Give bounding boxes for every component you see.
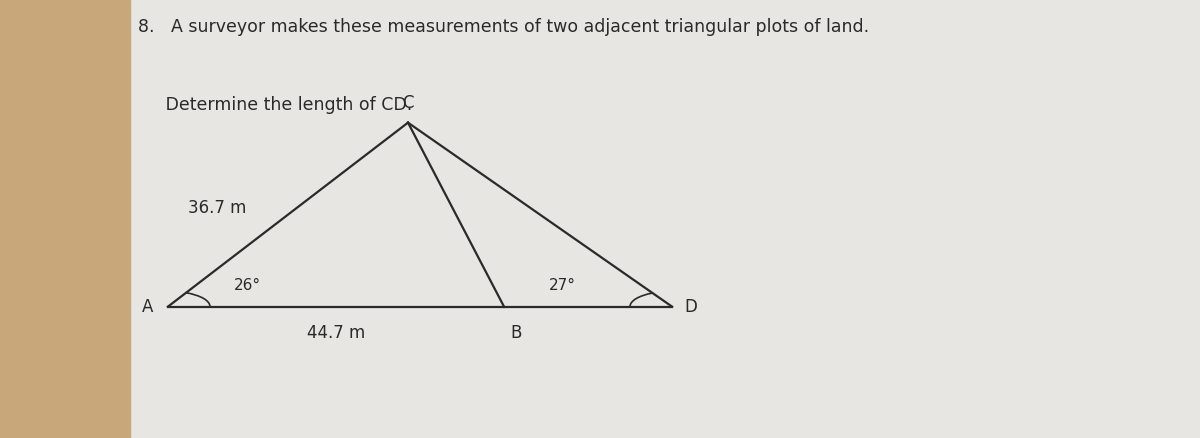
Text: B: B	[510, 324, 521, 342]
Text: C: C	[402, 94, 414, 112]
Text: D: D	[684, 297, 697, 316]
Text: Determine the length of CD.: Determine the length of CD.	[138, 96, 413, 114]
Text: 27°: 27°	[550, 279, 576, 293]
Text: 8.   A surveyor makes these measurements of two adjacent triangular plots of lan: 8. A surveyor makes these measurements o…	[138, 18, 869, 35]
Text: 26°: 26°	[234, 279, 262, 293]
Text: 36.7 m: 36.7 m	[187, 199, 246, 217]
Text: A: A	[143, 297, 154, 316]
Text: 44.7 m: 44.7 m	[307, 324, 365, 342]
